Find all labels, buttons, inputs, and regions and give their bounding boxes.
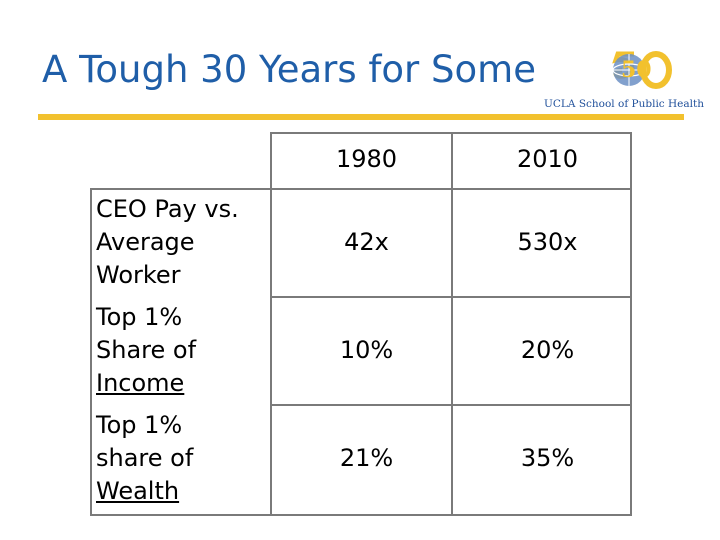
cell-ceo-pay-1980: 42x [344,228,389,256]
row-label-line: Wealth [96,476,180,505]
table-row: CEO Pay vs. Average Worker 42x 530x [90,188,638,296]
cell-ceo-pay-2010: 530x [517,228,578,256]
logo-caption: UCLA School of Public Health [544,98,704,110]
row-label-line: Worker [96,260,181,289]
logo-number: 50 [621,57,652,83]
row-label-line: share of [96,443,194,472]
table-shadow-bottom [90,514,632,516]
column-header-2010: 2010 [516,145,579,173]
table-shadow-divider-v1 [270,132,272,516]
cell-top1-income-2010: 20% [520,336,575,364]
cell-top1-income-1980: 10% [339,336,394,364]
table-header-row: 1980 2010 [90,130,638,188]
row-label-line: Income [96,368,185,397]
table-shadow-right [630,132,632,516]
table-shadow-left [90,188,92,516]
row-label-line: Share of [96,335,197,364]
table-shadow-divider-v2 [451,132,453,516]
cell-top1-wealth-1980: 21% [339,444,394,472]
row-label-top1-wealth: Top 1% share of Wealth [90,404,276,512]
table-shadow-divider-h2 [270,296,632,298]
column-header-1980: 1980 [335,145,398,173]
slide-title: A Tough 30 Years for Some [42,48,536,91]
table-row: Top 1% share of Wealth 21% 35% [90,404,638,512]
row-label-ceo-pay: CEO Pay vs. Average Worker [90,188,276,296]
ucla-50-logo-icon: 50 [612,51,672,89]
cell-top1-wealth-2010: 35% [520,444,575,472]
table-shadow-divider-h3 [270,404,632,406]
row-label-line: CEO Pay vs. [96,194,239,223]
row-label-line: Top 1% [96,410,183,439]
table-shadow-divider-h1 [90,188,632,190]
row-label-line: Top 1% [96,302,183,331]
comparison-table: 1980 2010 CEO Pay vs. Average Worker 42x… [90,130,638,512]
row-label-line: Average [96,227,195,256]
title-rule [38,114,684,120]
header-empty-cell [90,130,276,188]
row-label-top1-income: Top 1% Share of Income [90,296,276,404]
table-row: Top 1% Share of Income 10% 20% [90,296,638,404]
